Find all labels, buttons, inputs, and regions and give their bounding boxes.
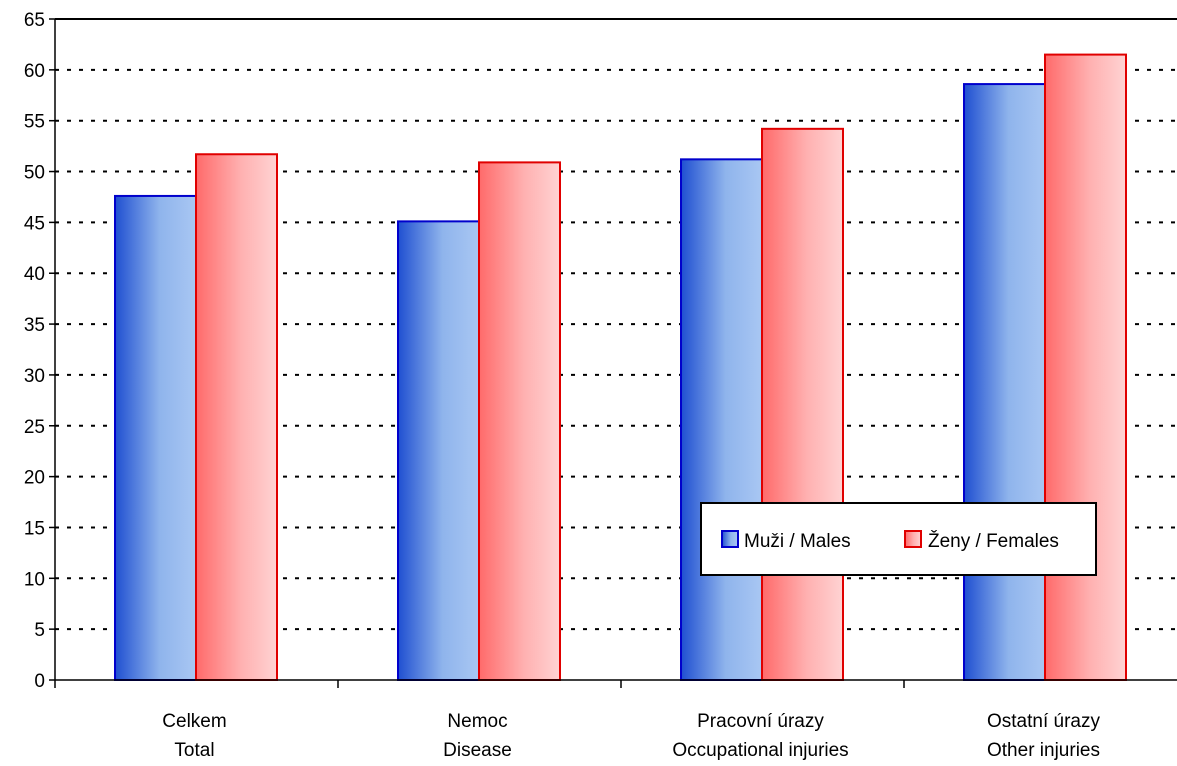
y-tick-label: 25 xyxy=(24,417,45,438)
y-tick-label: 5 xyxy=(34,620,45,641)
y-tick-label: 35 xyxy=(24,315,45,336)
x-category-label: Disease xyxy=(443,740,512,761)
y-tick-label: 0 xyxy=(34,671,45,692)
y-tick-label: 50 xyxy=(24,163,45,184)
x-category-label: Nemoc xyxy=(447,711,507,732)
legend-swatch-males xyxy=(721,530,739,548)
bar-females xyxy=(195,153,278,681)
y-tick-label: 55 xyxy=(24,112,45,133)
bar-females xyxy=(478,161,561,681)
y-tick-label: 65 xyxy=(24,10,45,31)
y-tick-label: 40 xyxy=(24,264,45,285)
x-category-label: Celkem xyxy=(162,711,226,732)
bar-males xyxy=(397,220,480,681)
y-tick-label: 10 xyxy=(24,569,45,590)
bar-males xyxy=(114,194,197,681)
x-category-label: Ostatní úrazy xyxy=(987,711,1100,732)
x-category-label: Pracovní úrazy xyxy=(697,711,824,732)
y-tick-label: 60 xyxy=(24,61,45,82)
y-tick-label: 20 xyxy=(24,468,45,489)
bar-males xyxy=(680,158,763,681)
legend-box xyxy=(700,502,1097,576)
x-category-label: Other injuries xyxy=(987,740,1100,761)
legend-label-females: Ženy / Females xyxy=(928,530,1059,552)
legend-label-males: Muži / Males xyxy=(744,531,851,552)
legend-swatch-females xyxy=(904,530,922,548)
y-tick-label: 15 xyxy=(24,518,45,539)
y-tick-label: 30 xyxy=(24,366,45,387)
bar-females xyxy=(1044,53,1127,682)
bar-males xyxy=(963,83,1046,682)
y-tick-label: 45 xyxy=(24,213,45,234)
bar-females xyxy=(761,127,844,681)
x-category-label: Total xyxy=(174,740,214,761)
x-category-label: Occupational injuries xyxy=(672,740,848,761)
